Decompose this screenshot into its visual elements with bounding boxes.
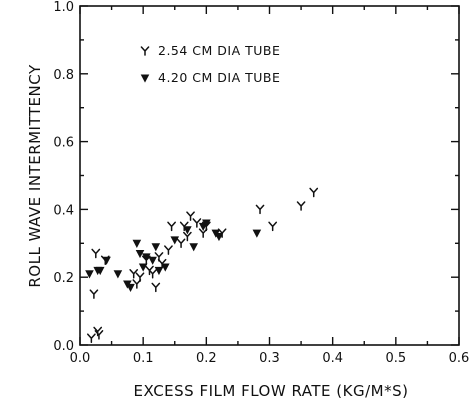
data-point-triangle bbox=[170, 236, 180, 245]
data-point-y bbox=[167, 221, 176, 232]
data-point-y bbox=[87, 333, 96, 343]
data-point-y bbox=[309, 187, 319, 198]
legend: 2.54 CM DIA TUBE 4.20 CM DIA TUBE bbox=[140, 43, 280, 85]
x-axis-tick-labels: 0.0 0.1 0.2 0.3 0.4 0.5 0.6 bbox=[70, 351, 470, 366]
x-tick-label: 0.1 bbox=[133, 351, 154, 366]
data-point-triangle bbox=[138, 263, 148, 272]
data-point-triangle bbox=[154, 266, 164, 276]
x-tick-label: 0.3 bbox=[259, 351, 280, 366]
legend-label-4-20-cm: 4.20 CM DIA TUBE bbox=[158, 70, 280, 85]
data-point-y bbox=[129, 269, 139, 279]
data-point-triangle bbox=[183, 226, 192, 235]
x-tick-label: 0.6 bbox=[449, 351, 470, 366]
data-point-y bbox=[164, 245, 173, 255]
data-point-triangle bbox=[95, 266, 105, 276]
data-point-y bbox=[255, 204, 265, 215]
x-tick-label: 0.5 bbox=[385, 351, 406, 366]
data-point-triangle bbox=[189, 243, 198, 252]
data-point-triangle bbox=[252, 229, 262, 238]
data-point-y bbox=[296, 201, 306, 211]
x-tick-label: 0.0 bbox=[70, 351, 91, 366]
data-point-triangle bbox=[151, 243, 161, 252]
data-point-triangle bbox=[214, 233, 224, 242]
data-point-y bbox=[89, 289, 99, 299]
data-point-y bbox=[132, 279, 142, 289]
data-point-y bbox=[94, 330, 104, 340]
data-point-triangle bbox=[132, 239, 142, 248]
legend-y-marker bbox=[140, 46, 150, 56]
data-point-triangle bbox=[160, 263, 170, 272]
data-point-y bbox=[135, 272, 145, 282]
series-y-markers bbox=[87, 187, 319, 343]
y-tick-label: 0.2 bbox=[53, 271, 74, 286]
data-point-y bbox=[186, 211, 195, 221]
data-point-triangle bbox=[113, 270, 123, 279]
data-point-y bbox=[192, 218, 202, 228]
y-tick-label: 1.0 bbox=[53, 0, 74, 15]
data-point-y bbox=[148, 269, 157, 279]
series-triangle-markers bbox=[85, 219, 262, 293]
y-tick-label: 0.4 bbox=[53, 203, 74, 218]
data-point-triangle bbox=[102, 256, 111, 265]
y-tick-label: 0.6 bbox=[53, 136, 74, 151]
data-point-y bbox=[198, 228, 208, 238]
x-axis-ticks bbox=[79, 6, 460, 345]
legend-marker-4-20-cm bbox=[140, 74, 150, 83]
x-tick-label: 0.4 bbox=[322, 351, 343, 366]
y-tick-label: 0.8 bbox=[53, 68, 74, 83]
data-point-y bbox=[183, 231, 192, 242]
legend-label-2-54-cm: 2.54 CM DIA TUBE bbox=[158, 43, 280, 58]
data-point-triangle bbox=[142, 253, 151, 262]
y-axis-ticks bbox=[80, 5, 459, 346]
legend-marker-2-54-cm bbox=[140, 46, 150, 56]
x-axis-title: EXCESS FILM FLOW RATE (KG/M*S) bbox=[134, 382, 409, 400]
data-point-y bbox=[176, 238, 186, 249]
x-tick-label: 0.2 bbox=[196, 351, 217, 366]
data-point-y bbox=[268, 221, 278, 232]
y-axis-tick-labels: 0.0 0.2 0.4 0.6 0.8 1.0 bbox=[53, 0, 74, 354]
data-point-y bbox=[151, 282, 161, 293]
data-point-triangle bbox=[202, 219, 211, 228]
data-point-triangle bbox=[126, 283, 135, 293]
data-point-y bbox=[91, 248, 101, 259]
data-point-triangle bbox=[85, 270, 94, 279]
y-axis-title: ROLL WAVE INTERMITTENCY bbox=[26, 64, 44, 288]
y-tick-label: 0.0 bbox=[53, 339, 74, 354]
data-points bbox=[85, 187, 319, 343]
legend-triangle-marker bbox=[140, 74, 150, 83]
data-point-triangle bbox=[135, 249, 145, 259]
data-point-triangle bbox=[148, 256, 157, 265]
